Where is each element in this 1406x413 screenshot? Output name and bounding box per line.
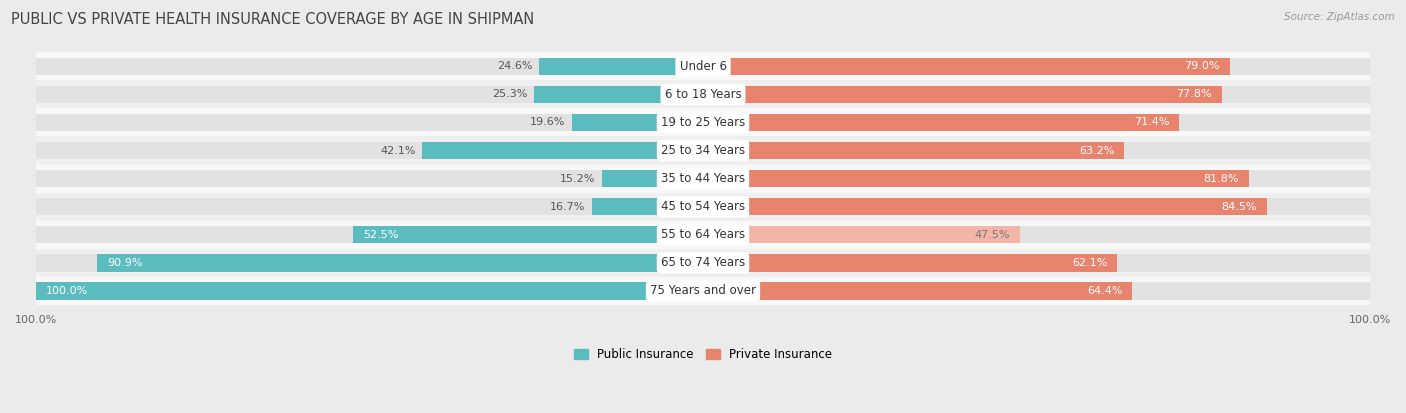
Text: 6 to 18 Years: 6 to 18 Years: [665, 88, 741, 101]
Bar: [37, 277, 1369, 305]
Bar: [703, 85, 1222, 103]
Bar: [703, 142, 1369, 159]
Bar: [703, 282, 1132, 299]
Bar: [37, 81, 1369, 108]
Text: 25 to 34 Years: 25 to 34 Years: [661, 144, 745, 157]
Bar: [422, 142, 703, 159]
Bar: [37, 142, 703, 159]
Text: 24.6%: 24.6%: [496, 61, 533, 71]
Bar: [37, 52, 1369, 81]
Text: 35 to 44 Years: 35 to 44 Years: [661, 172, 745, 185]
Text: 55 to 64 Years: 55 to 64 Years: [661, 228, 745, 241]
Text: 42.1%: 42.1%: [380, 145, 416, 156]
Text: Under 6: Under 6: [679, 60, 727, 73]
Text: 75 Years and over: 75 Years and over: [650, 285, 756, 297]
Bar: [703, 198, 1267, 216]
Text: 63.2%: 63.2%: [1078, 145, 1115, 156]
Bar: [37, 282, 703, 299]
Text: 79.0%: 79.0%: [1184, 61, 1220, 71]
Bar: [602, 170, 703, 188]
Text: 25.3%: 25.3%: [492, 89, 527, 100]
Text: 81.8%: 81.8%: [1204, 173, 1239, 184]
Text: 19 to 25 Years: 19 to 25 Years: [661, 116, 745, 129]
Bar: [37, 249, 1369, 277]
Text: 15.2%: 15.2%: [560, 173, 595, 184]
Bar: [37, 85, 703, 103]
Bar: [592, 198, 703, 216]
Text: 77.8%: 77.8%: [1177, 89, 1212, 100]
Bar: [37, 198, 703, 216]
Bar: [37, 170, 703, 188]
Bar: [703, 254, 1118, 271]
Text: 47.5%: 47.5%: [974, 230, 1010, 240]
Bar: [37, 136, 1369, 164]
Bar: [703, 85, 1369, 103]
Bar: [703, 142, 1125, 159]
Bar: [703, 226, 1369, 243]
Bar: [37, 226, 703, 243]
Bar: [703, 57, 1230, 75]
Bar: [703, 282, 1369, 299]
Bar: [353, 226, 703, 243]
Text: 100.0%: 100.0%: [46, 286, 89, 296]
Bar: [538, 57, 703, 75]
Bar: [572, 114, 703, 131]
Bar: [703, 170, 1369, 188]
Bar: [703, 198, 1369, 216]
Legend: Public Insurance, Private Insurance: Public Insurance, Private Insurance: [574, 348, 832, 361]
Text: 62.1%: 62.1%: [1071, 258, 1107, 268]
Bar: [534, 85, 703, 103]
Text: 52.5%: 52.5%: [363, 230, 398, 240]
Bar: [703, 226, 1019, 243]
Bar: [37, 57, 703, 75]
Text: 19.6%: 19.6%: [530, 117, 565, 128]
Text: 64.4%: 64.4%: [1087, 286, 1122, 296]
Text: 90.9%: 90.9%: [107, 258, 142, 268]
Bar: [703, 57, 1369, 75]
Text: 84.5%: 84.5%: [1220, 202, 1257, 212]
Text: Source: ZipAtlas.com: Source: ZipAtlas.com: [1284, 12, 1395, 22]
Bar: [703, 114, 1369, 131]
Bar: [703, 114, 1180, 131]
Bar: [37, 108, 1369, 136]
Text: PUBLIC VS PRIVATE HEALTH INSURANCE COVERAGE BY AGE IN SHIPMAN: PUBLIC VS PRIVATE HEALTH INSURANCE COVER…: [11, 12, 534, 27]
Bar: [37, 221, 1369, 249]
Text: 45 to 54 Years: 45 to 54 Years: [661, 200, 745, 213]
Text: 71.4%: 71.4%: [1133, 117, 1170, 128]
Bar: [37, 282, 703, 299]
Text: 16.7%: 16.7%: [550, 202, 585, 212]
Bar: [97, 254, 703, 271]
Bar: [37, 164, 1369, 192]
Bar: [703, 254, 1369, 271]
Bar: [703, 170, 1249, 188]
Bar: [37, 114, 703, 131]
Text: 65 to 74 Years: 65 to 74 Years: [661, 256, 745, 269]
Bar: [37, 254, 703, 271]
Bar: [37, 192, 1369, 221]
